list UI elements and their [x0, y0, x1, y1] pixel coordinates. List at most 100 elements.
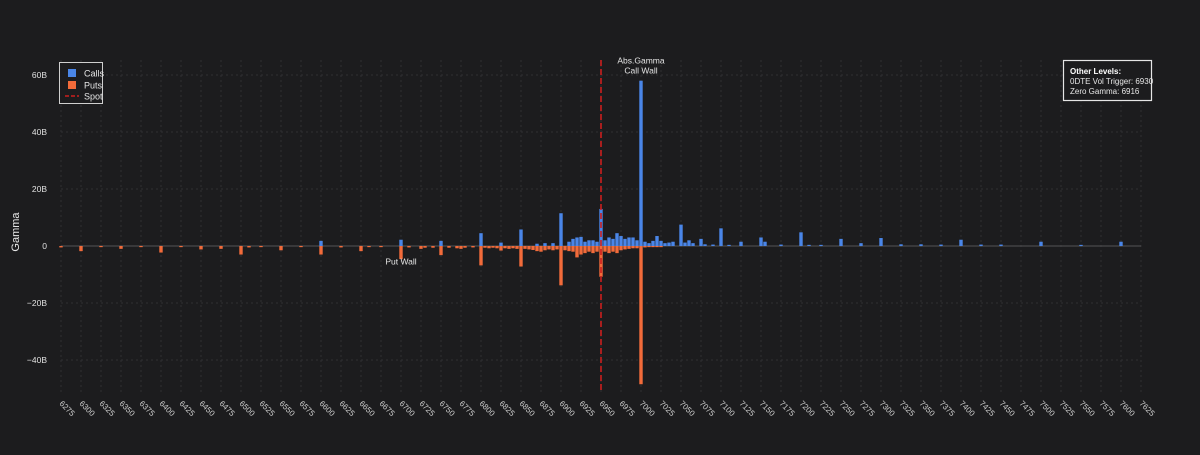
call-bar: [567, 241, 571, 246]
x-tick-label: 7300: [878, 399, 897, 418]
x-axis: 6275 6300 6325 6350 6375 6400 6425 6450 6475 6500…: [58, 399, 1157, 418]
put-bar: [367, 246, 371, 248]
put-bar: [647, 246, 651, 248]
call-bar: [587, 240, 591, 246]
put-bar: [259, 246, 263, 248]
x-tick-label: 7050: [678, 399, 697, 418]
put-bar: [615, 246, 619, 254]
put-bar: [339, 246, 343, 248]
call-bar: [959, 239, 963, 246]
call-bar: [399, 239, 403, 246]
x-tick-label: 7175: [778, 399, 797, 418]
x-tick-label: 6500: [238, 399, 257, 418]
put-bar: [219, 246, 223, 249]
call-bar: [939, 244, 943, 246]
call-bar: [623, 238, 627, 246]
put-bar: [511, 246, 515, 249]
legend-calls-label: Calls: [84, 69, 105, 79]
put-bar: [319, 246, 323, 255]
x-tick-label: 7550: [1078, 399, 1097, 418]
x-tick-label: 7325: [898, 399, 917, 418]
x-tick-label: 6650: [358, 399, 377, 418]
put-bar: [447, 246, 451, 248]
call-bar: [979, 244, 983, 246]
x-tick-label: 6550: [278, 399, 297, 418]
put-bar: [99, 246, 103, 248]
call-bar: [651, 240, 655, 246]
call-bar: [711, 244, 715, 246]
call-bar: [819, 244, 823, 246]
put-bar: [555, 246, 559, 250]
put-bar: [515, 246, 519, 249]
x-tick-label: 6775: [458, 399, 477, 418]
call-wall-annotation: Abs.Gamma: [617, 56, 665, 66]
put-bar: [483, 246, 487, 248]
put-bar: [59, 246, 63, 248]
bars-layer: [59, 80, 1123, 385]
legend-item-puts[interactable]: Puts: [68, 81, 103, 91]
put-bar: [539, 246, 543, 252]
put-bar: [655, 246, 659, 248]
call-bar: [499, 242, 503, 246]
put-bar: [247, 246, 251, 248]
call-bar: [719, 228, 723, 246]
put-bar: [419, 246, 423, 249]
call-bar: [627, 237, 631, 246]
put-bar: [491, 246, 495, 248]
put-bar: [551, 246, 555, 251]
other-levels-frame: [1062, 59, 1153, 102]
call-bar: [659, 240, 663, 246]
put-bar: [559, 246, 563, 286]
x-tick-label: 6425: [178, 399, 197, 418]
legend-item-calls[interactable]: Calls: [68, 69, 105, 79]
call-bar: [603, 240, 607, 246]
put-bar: [423, 246, 427, 248]
call-bar: [739, 241, 743, 246]
x-tick-label: 6850: [518, 399, 537, 418]
call-bar: [535, 243, 539, 246]
legend-item-spot[interactable]: Spot: [65, 92, 103, 102]
call-bar: [575, 237, 579, 246]
call-bar: [643, 241, 647, 246]
put-bar: [179, 246, 183, 248]
put-bar: [471, 246, 475, 248]
put-bar: [519, 246, 523, 267]
put-bar: [627, 246, 631, 249]
other-levels-box: Other Levels: 0DTE Vol Trigger: 6930 Zer…: [1062, 59, 1154, 102]
put-bar: [487, 246, 491, 249]
call-bar: [611, 238, 615, 246]
call-bar: [1119, 241, 1123, 246]
x-tick-label: 6375: [138, 399, 157, 418]
put-bar: [199, 246, 203, 250]
call-bar: [583, 241, 587, 246]
put-bar: [631, 246, 635, 249]
put-bar: [455, 246, 459, 249]
call-bar: [615, 233, 619, 246]
call-bar: [1039, 241, 1043, 246]
put-bar: [523, 246, 527, 249]
call-bar: [607, 237, 611, 246]
put-bar: [603, 246, 607, 252]
call-wall-annotation: Call Wall: [624, 66, 657, 76]
x-tick-label: 7075: [698, 399, 717, 418]
x-tick-label: 6675: [378, 399, 397, 418]
call-bar: [579, 236, 583, 246]
put-bar: [495, 246, 499, 249]
put-bar: [591, 246, 595, 254]
x-tick-label: 7600: [1118, 399, 1137, 418]
call-bar: [479, 233, 483, 246]
call-bar: [551, 243, 555, 246]
x-tick-label: 7400: [958, 399, 977, 418]
call-bar: [919, 244, 923, 246]
put-bar: [543, 246, 547, 251]
put-bar: [439, 246, 443, 256]
x-tick-label: 7500: [1038, 399, 1057, 418]
x-tick-label: 6350: [118, 399, 137, 418]
put-bar: [379, 246, 383, 248]
put-bar: [547, 246, 551, 250]
put-bar: [643, 246, 647, 248]
put-bar: [527, 246, 531, 250]
